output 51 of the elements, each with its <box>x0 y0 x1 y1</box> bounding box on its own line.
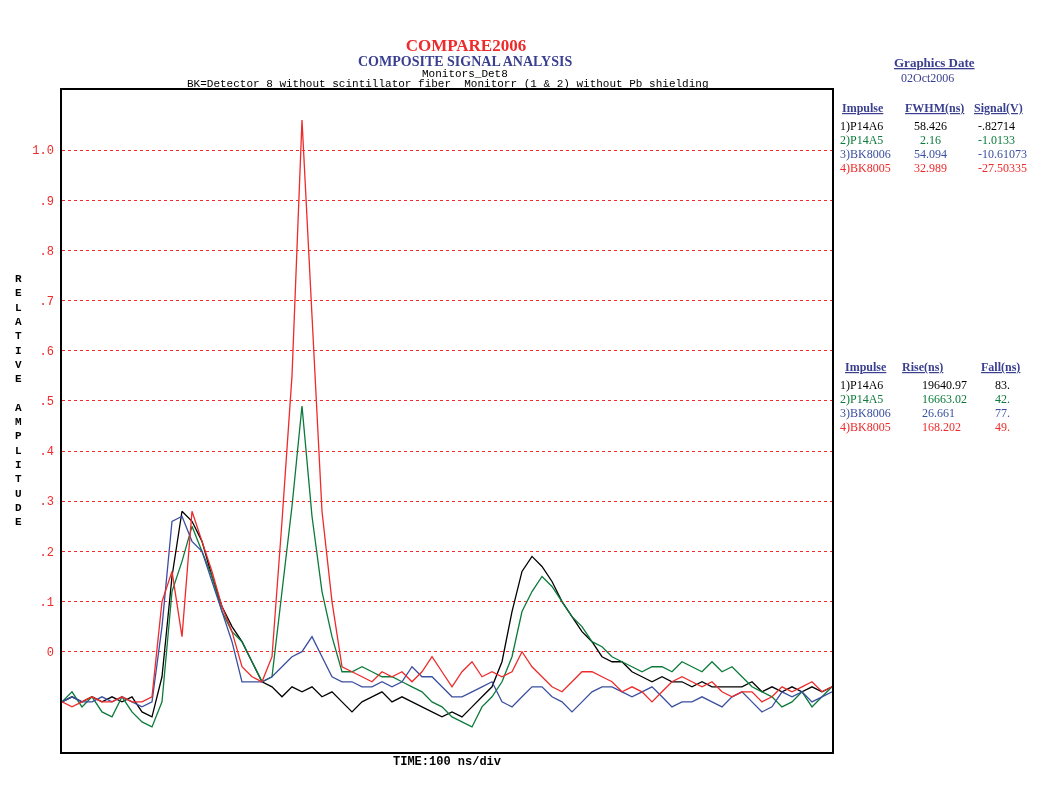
text: 1)P14A6 <box>840 378 884 392</box>
text: 49. <box>995 420 1010 434</box>
text: -1.0133 <box>978 133 1015 147</box>
text: 16663.02 <box>922 392 967 406</box>
y-tick-label: .8 <box>39 244 54 259</box>
text: RELATIVE AMPLITUDE <box>15 273 22 529</box>
chart-title: COMPARE2006 <box>405 35 527 55</box>
text: 32.989 <box>914 161 947 175</box>
text: Signal(V) <box>974 101 1023 115</box>
text: -27.50335 <box>978 161 1027 175</box>
y-tick-label: 1.0 <box>32 144 54 159</box>
y-tick-label: .1 <box>39 595 54 610</box>
text: 2)P14A5 <box>840 133 884 147</box>
line-series <box>62 119 832 708</box>
text: 2.16 <box>920 133 941 147</box>
text: 26.661 <box>922 406 955 420</box>
line-series <box>62 405 832 728</box>
y-tick-label: .9 <box>39 194 54 209</box>
text: Impulse <box>845 360 888 374</box>
y-tick-label: .5 <box>39 395 54 410</box>
text: -.82714 <box>978 119 1015 133</box>
text: 4)BK8005 <box>840 161 891 175</box>
text: Graphics Date <box>894 55 975 70</box>
text: 42. <box>995 392 1010 406</box>
text: 83. <box>995 378 1010 392</box>
text: FWHM(ns) <box>905 101 965 115</box>
text: 77. <box>995 406 1010 420</box>
chart-subtitle: COMPOSITE SIGNAL ANALYSIS <box>358 54 573 69</box>
annotation: BK=Detector 8 without scintillator fiber Monitorr (1 & 2) without Pb shielding <box>187 78 709 90</box>
y-tick-label: .3 <box>39 495 54 510</box>
text: 2)P14A5 <box>840 392 884 406</box>
text: 58.426 <box>914 119 947 133</box>
x-axis-title: TIME:100 ns/div <box>392 755 502 770</box>
text: 19640.97 <box>922 378 967 392</box>
text: 3)BK8006 <box>840 147 891 161</box>
text: 1)P14A6 <box>840 119 884 133</box>
text: 54.094 <box>914 147 947 161</box>
text: 02Oct2006 <box>901 71 955 85</box>
y-tick-label: .2 <box>39 545 54 560</box>
text: -10.61073 <box>978 147 1027 161</box>
y-tick-label: 0 <box>46 645 54 660</box>
text: Fall(ns) <box>981 360 1021 374</box>
y-tick-label: .4 <box>39 445 54 460</box>
text: 3)BK8006 <box>840 406 891 420</box>
text: Rise(ns) <box>902 360 944 374</box>
text: Impulse <box>842 101 885 115</box>
text: 168.202 <box>922 420 961 434</box>
y-tick-label: .7 <box>39 294 54 309</box>
text: Monitors_Det8 <box>422 68 508 80</box>
y-tick-label: .6 <box>39 344 54 359</box>
text: 4)BK8005 <box>840 420 891 434</box>
